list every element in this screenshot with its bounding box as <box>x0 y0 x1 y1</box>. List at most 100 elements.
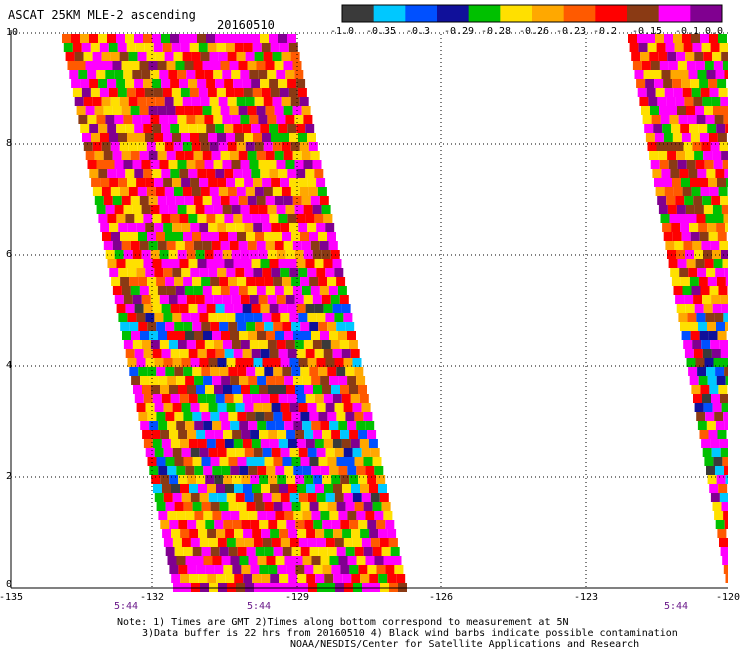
swath-cell <box>90 43 100 52</box>
swath-cell <box>686 160 696 169</box>
swath-cell <box>298 448 308 457</box>
swath-cell <box>302 421 312 430</box>
swath-cell <box>244 223 254 232</box>
swath-cell <box>351 529 361 538</box>
swath-cell <box>684 196 694 205</box>
swath-cell <box>282 367 292 376</box>
swath-cell <box>150 70 160 79</box>
swath-cell <box>641 106 650 115</box>
swath-cell <box>379 538 389 547</box>
swath-cell <box>197 79 207 88</box>
swath-cell <box>649 52 659 61</box>
swath-cell <box>131 331 140 340</box>
swath-cell <box>704 106 713 115</box>
swath-cell <box>165 277 175 286</box>
swath-cell <box>103 241 113 250</box>
swath-cell <box>272 52 282 61</box>
swath-cell <box>143 349 153 358</box>
swath-cell <box>247 241 257 250</box>
swath-cell <box>101 187 111 196</box>
swath-cell <box>689 277 699 286</box>
swath-cell <box>253 223 263 232</box>
colorbar-swatch <box>437 5 470 22</box>
swath-cell <box>206 79 216 88</box>
swath-cell <box>168 205 178 214</box>
swath-cell <box>242 214 252 223</box>
swath-cell <box>195 250 205 259</box>
swath-cell <box>143 79 153 88</box>
swath-cell <box>257 421 267 430</box>
swath-cell <box>128 52 138 61</box>
swath-cell <box>240 340 250 349</box>
swath-cell <box>216 529 226 538</box>
swath-cell <box>276 340 286 349</box>
swath-cell <box>177 160 187 169</box>
swath-cell <box>150 205 160 214</box>
swath-cell <box>110 142 120 151</box>
swath-cell <box>159 340 169 349</box>
swath-cell <box>265 286 275 295</box>
x-tick-label: -129 <box>284 592 310 603</box>
swath-cell <box>294 115 304 124</box>
swath-cell <box>251 124 261 133</box>
swath-cell <box>169 565 179 574</box>
swath-cell <box>303 205 313 214</box>
swath-cell <box>152 214 162 223</box>
swath-cell <box>233 79 243 88</box>
swath-cell <box>298 133 307 142</box>
swath-cell <box>273 232 282 241</box>
swath-cell <box>260 259 270 268</box>
swath-cell <box>214 475 224 484</box>
swath-cell <box>161 124 171 133</box>
swath-cell <box>156 232 165 241</box>
swath-cell <box>255 502 265 511</box>
swath-cell <box>672 79 682 88</box>
swath-cell <box>266 511 276 520</box>
swath-cell <box>151 430 161 439</box>
swath-cell <box>253 268 263 277</box>
swath-cell <box>271 448 281 457</box>
swath-cell <box>188 304 198 313</box>
swath-cell <box>710 142 720 151</box>
swath-cell <box>238 286 248 295</box>
swath-cell <box>327 457 337 466</box>
swath-cell <box>720 547 728 556</box>
swath-cell <box>699 133 709 142</box>
swath-cell <box>235 538 245 547</box>
swath-cell <box>246 367 256 376</box>
swath-cell <box>175 241 185 250</box>
swath-cell <box>358 520 368 529</box>
swath-cell <box>87 160 97 169</box>
swath-cell <box>701 241 711 250</box>
swath-cell <box>271 403 281 412</box>
swath-cell <box>216 574 226 583</box>
swath-cell <box>143 169 153 178</box>
swath-cell <box>229 106 239 115</box>
swath-cell <box>288 529 298 538</box>
swath-cell <box>263 97 273 106</box>
swath-cell <box>153 88 163 97</box>
swath-cell <box>333 529 343 538</box>
swath-cell <box>243 529 253 538</box>
swath-cell <box>168 115 178 124</box>
swath-cell <box>230 421 240 430</box>
swath-cell <box>358 565 368 574</box>
x-tick-label: -135 <box>0 592 24 603</box>
colorbar-swatch <box>373 5 406 22</box>
swath-cell <box>724 421 728 430</box>
swath-cell <box>637 34 646 43</box>
swath-cell <box>284 376 294 385</box>
swath-cell <box>171 529 181 538</box>
swath-cell <box>257 466 267 475</box>
swath-cell <box>256 151 266 160</box>
swath-cell <box>305 439 315 448</box>
swath-cell <box>110 52 120 61</box>
swath-cell <box>336 322 346 331</box>
swath-cell <box>692 340 702 349</box>
swath-cell <box>708 133 718 142</box>
swath-cell <box>118 268 128 277</box>
swath-cell <box>139 151 149 160</box>
swath-cell <box>692 43 702 52</box>
swath-cell <box>694 403 704 412</box>
swath-cell <box>182 52 192 61</box>
